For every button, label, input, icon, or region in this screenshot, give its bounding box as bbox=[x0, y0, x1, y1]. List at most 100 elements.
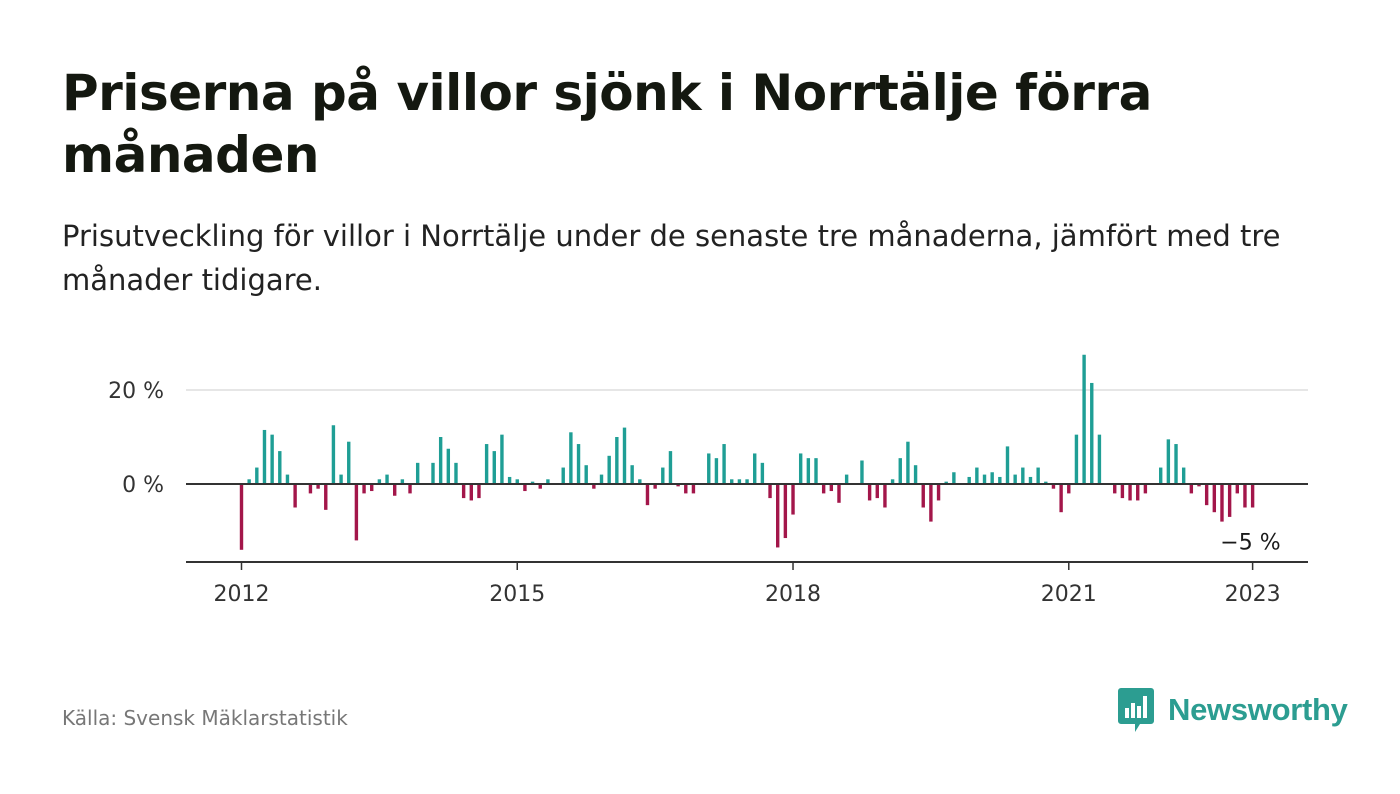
bar bbox=[1013, 474, 1017, 484]
bar bbox=[975, 467, 979, 484]
bar bbox=[806, 458, 811, 484]
bar bbox=[622, 427, 627, 484]
bar bbox=[753, 453, 757, 484]
bar bbox=[898, 458, 902, 484]
bar bbox=[1005, 446, 1010, 484]
source-note: Källa: Svensk Mäklarstatistik bbox=[62, 706, 348, 730]
bar bbox=[1036, 467, 1040, 484]
bar bbox=[630, 465, 634, 484]
bar bbox=[653, 484, 657, 489]
bar bbox=[293, 484, 297, 508]
bar bbox=[431, 462, 435, 484]
bar bbox=[316, 484, 320, 489]
bar bbox=[837, 484, 841, 503]
bar bbox=[592, 484, 596, 489]
bar bbox=[760, 462, 765, 484]
bar bbox=[1067, 484, 1071, 494]
bar bbox=[561, 467, 565, 484]
bar bbox=[676, 484, 680, 487]
bar bbox=[270, 434, 274, 484]
bar bbox=[377, 479, 382, 484]
bar bbox=[1044, 481, 1048, 484]
bar bbox=[1227, 484, 1232, 517]
bar bbox=[408, 484, 412, 494]
bar bbox=[1059, 484, 1063, 513]
bar bbox=[615, 437, 619, 484]
bar bbox=[867, 484, 872, 501]
bar bbox=[875, 484, 879, 499]
bar bbox=[791, 484, 795, 515]
bar bbox=[906, 441, 910, 484]
bar bbox=[1082, 354, 1086, 484]
bar bbox=[691, 484, 696, 494]
x-tick-label: 2018 bbox=[765, 582, 821, 607]
bar bbox=[347, 441, 351, 484]
bar bbox=[1204, 484, 1209, 506]
last-value-annotation: −5 % bbox=[1220, 531, 1280, 556]
bar bbox=[814, 458, 818, 484]
bar bbox=[1220, 484, 1224, 522]
bar-chart-speech-bubble-icon bbox=[1118, 688, 1154, 732]
bar bbox=[1181, 467, 1186, 484]
bar bbox=[1074, 434, 1079, 484]
bar bbox=[584, 465, 588, 484]
bar bbox=[1136, 484, 1140, 501]
bar bbox=[737, 479, 742, 484]
bar bbox=[921, 484, 925, 508]
bar bbox=[829, 484, 834, 492]
bar bbox=[745, 479, 749, 484]
bar bbox=[538, 484, 542, 489]
bar bbox=[661, 467, 665, 484]
bar bbox=[883, 484, 887, 508]
bar bbox=[638, 479, 642, 484]
bar bbox=[569, 432, 573, 484]
bar bbox=[515, 479, 519, 484]
bar bbox=[1090, 382, 1094, 484]
bar bbox=[1128, 484, 1132, 501]
bar bbox=[576, 444, 581, 484]
bar bbox=[944, 481, 948, 484]
bar bbox=[400, 479, 405, 484]
bar bbox=[990, 472, 994, 484]
x-tick-label: 2021 bbox=[1041, 582, 1097, 607]
x-tick-label: 2012 bbox=[214, 582, 270, 607]
bar bbox=[507, 476, 512, 484]
bar bbox=[1159, 467, 1163, 484]
bar bbox=[454, 462, 458, 484]
bar bbox=[278, 451, 282, 484]
brand-name: Newsworthy bbox=[1168, 692, 1348, 727]
bar bbox=[492, 451, 496, 484]
bar bbox=[530, 481, 535, 484]
bar bbox=[484, 444, 489, 484]
bar bbox=[331, 425, 336, 484]
bar bbox=[1197, 484, 1201, 487]
x-tick-label: 2015 bbox=[489, 582, 545, 607]
bar bbox=[776, 484, 780, 548]
chart-subtitle: Prisutveckling för villor i Norrtälje un… bbox=[62, 219, 1281, 297]
bar bbox=[722, 444, 726, 484]
bar bbox=[599, 474, 604, 484]
bar bbox=[952, 472, 956, 484]
labels: 0 % 20 % 2012 2015 2018 2021 2023 −5 % bbox=[108, 379, 1281, 607]
brand-logo[interactable]: Newsworthy bbox=[1118, 688, 1348, 732]
bar bbox=[500, 434, 504, 484]
y-tick-label: 0 % bbox=[122, 473, 164, 498]
bar bbox=[783, 484, 788, 539]
bar bbox=[645, 484, 650, 506]
bar bbox=[913, 465, 918, 484]
bar bbox=[684, 484, 688, 494]
bar bbox=[438, 437, 443, 484]
bar bbox=[308, 484, 313, 494]
bar bbox=[247, 479, 251, 484]
bar bbox=[936, 484, 941, 501]
bar bbox=[393, 484, 397, 496]
bar bbox=[730, 479, 734, 484]
bar bbox=[890, 479, 895, 484]
bar bbox=[239, 484, 244, 550]
bar bbox=[844, 474, 849, 484]
bar bbox=[982, 474, 987, 484]
bar bbox=[929, 484, 933, 522]
bar-chart: 0 % 20 % 2012 2015 2018 2021 2023 −5 % bbox=[108, 354, 1308, 607]
bar bbox=[768, 484, 772, 499]
bar bbox=[1243, 484, 1247, 508]
